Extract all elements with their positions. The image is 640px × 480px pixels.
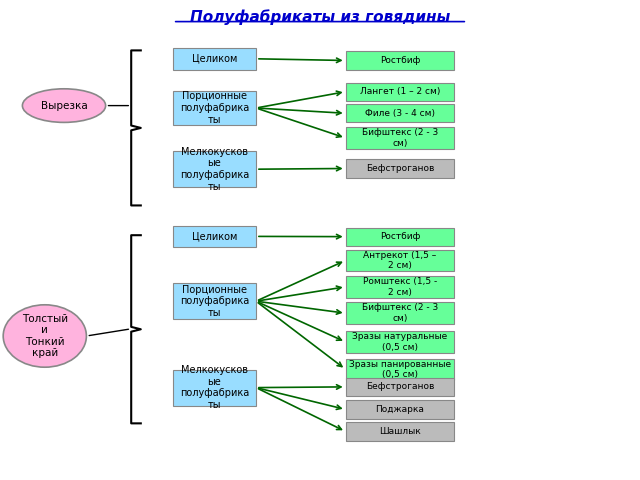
FancyBboxPatch shape <box>346 127 454 149</box>
Ellipse shape <box>3 305 86 367</box>
FancyBboxPatch shape <box>346 159 454 178</box>
FancyBboxPatch shape <box>346 276 454 298</box>
Text: Бефстроганов: Бефстроганов <box>366 383 434 391</box>
FancyBboxPatch shape <box>173 283 256 319</box>
Text: Бефстроганов: Бефстроганов <box>366 164 434 173</box>
Text: Зразы панированные
(0,5 см): Зразы панированные (0,5 см) <box>349 360 451 379</box>
Text: Лангет (1 – 2 см): Лангет (1 – 2 см) <box>360 87 440 96</box>
Text: Целиком: Целиком <box>192 54 237 64</box>
FancyBboxPatch shape <box>173 91 256 125</box>
FancyBboxPatch shape <box>346 51 454 70</box>
FancyBboxPatch shape <box>346 228 454 246</box>
FancyBboxPatch shape <box>346 400 454 419</box>
Text: Вырезка: Вырезка <box>40 101 88 110</box>
Text: Полуфабрикаты из говядины: Полуфабрикаты из говядины <box>190 9 450 24</box>
FancyBboxPatch shape <box>173 151 256 187</box>
FancyBboxPatch shape <box>173 48 256 70</box>
Text: Поджарка: Поджарка <box>376 405 424 414</box>
FancyBboxPatch shape <box>346 422 454 441</box>
Text: Порционные
полуфабрика
ты: Порционные полуфабрика ты <box>180 285 249 318</box>
Text: Ростбиф: Ростбиф <box>380 232 420 241</box>
FancyBboxPatch shape <box>346 359 454 380</box>
FancyBboxPatch shape <box>346 104 454 122</box>
Text: Толстый
и
Тонкий
край: Толстый и Тонкий край <box>22 313 68 359</box>
Text: Мелкокусков
ые
полуфабрика
ты: Мелкокусков ые полуфабрика ты <box>180 365 249 410</box>
Text: Зразы натуральные
(0,5 см): Зразы натуральные (0,5 см) <box>353 332 447 352</box>
FancyBboxPatch shape <box>346 250 454 271</box>
FancyBboxPatch shape <box>346 302 454 324</box>
FancyBboxPatch shape <box>346 83 454 101</box>
Text: Ростбиф: Ростбиф <box>380 56 420 65</box>
Text: Филе (3 - 4 см): Филе (3 - 4 см) <box>365 109 435 118</box>
Text: Шашлык: Шашлык <box>379 427 421 436</box>
Text: Ромштекс (1,5 -
2 см): Ромштекс (1,5 - 2 см) <box>363 277 437 297</box>
Text: Мелкокусков
ые
полуфабрика
ты: Мелкокусков ые полуфабрика ты <box>180 147 249 192</box>
Text: Антрекот (1,5 –
2 см): Антрекот (1,5 – 2 см) <box>364 251 436 270</box>
FancyBboxPatch shape <box>173 226 256 247</box>
Text: Порционные
полуфабрика
ты: Порционные полуфабрика ты <box>180 91 249 125</box>
FancyBboxPatch shape <box>346 378 454 396</box>
FancyBboxPatch shape <box>346 331 454 353</box>
Text: Целиком: Целиком <box>192 231 237 241</box>
Text: Бифштекс (2 - 3
см): Бифштекс (2 - 3 см) <box>362 303 438 323</box>
FancyBboxPatch shape <box>173 370 256 406</box>
Text: Бифштекс (2 - 3
см): Бифштекс (2 - 3 см) <box>362 128 438 148</box>
Ellipse shape <box>22 89 106 122</box>
